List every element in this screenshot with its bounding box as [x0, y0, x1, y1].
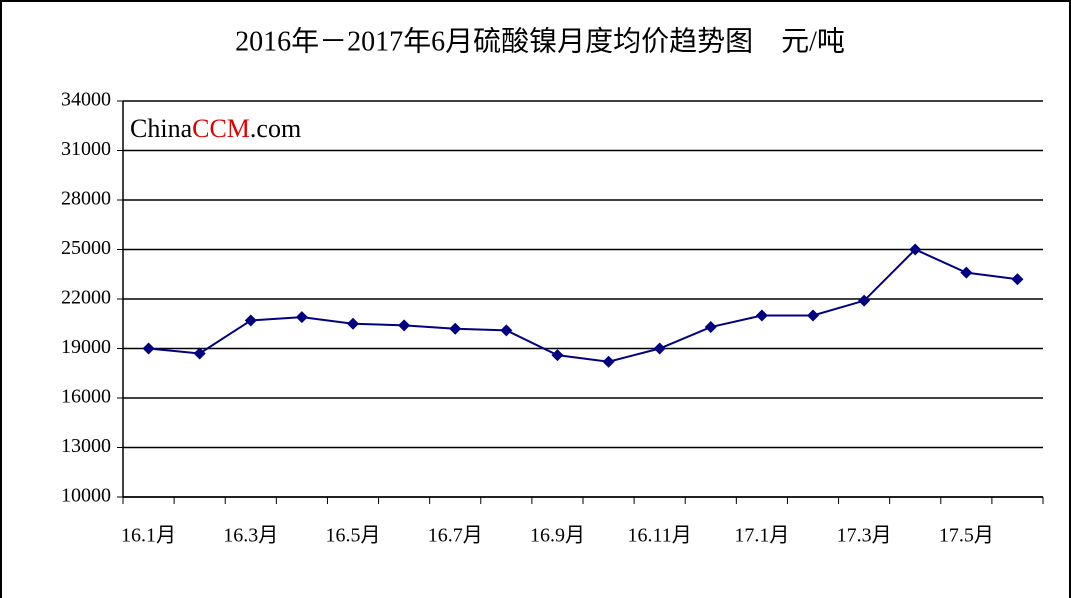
marker	[858, 294, 871, 307]
marker	[398, 319, 411, 332]
marker	[449, 322, 462, 335]
y-tick-label: 28000	[61, 188, 111, 210]
marker	[244, 314, 257, 327]
x-tick-label: 16.5月	[326, 525, 381, 547]
marker	[1011, 273, 1024, 286]
x-tick-label: 16.1月	[121, 525, 176, 547]
y-tick-label: 10000	[61, 485, 111, 507]
x-tick-label: 17.3月	[837, 525, 892, 547]
marker	[909, 243, 922, 256]
x-tick-label: 16.11月	[628, 525, 692, 547]
watermark-part: .com	[250, 114, 301, 143]
watermark-part: China	[130, 114, 193, 143]
marker	[602, 355, 615, 368]
marker	[704, 321, 717, 334]
marker	[551, 349, 564, 362]
marker	[807, 309, 819, 322]
marker	[500, 324, 513, 337]
y-tick-label: 19000	[61, 336, 111, 358]
y-tick-label: 22000	[61, 287, 111, 309]
chart-title: 2016年－2017年6月硫酸镍月度均价趋势图 元/吨	[235, 25, 845, 57]
y-tick-label: 25000	[61, 237, 111, 259]
watermark: ChinaCCM.com	[130, 114, 301, 143]
x-tick-label: 16.7月	[428, 525, 483, 547]
marker	[653, 342, 666, 355]
x-tick-label: 17.5月	[939, 525, 994, 547]
marker	[347, 317, 359, 330]
marker	[142, 342, 155, 355]
y-tick-label: 34000	[61, 89, 111, 111]
y-tick-label: 16000	[61, 386, 111, 408]
x-tick-label: 16.3月	[223, 525, 278, 547]
x-tick-label: 16.9月	[530, 525, 585, 547]
marker	[755, 309, 768, 322]
series-line	[148, 248, 1018, 363]
y-tick-label: 31000	[61, 138, 111, 160]
marker	[193, 347, 206, 360]
x-tick-label: 17.1月	[734, 525, 789, 547]
y-tick-label: 13000	[61, 435, 111, 457]
marker	[960, 266, 973, 279]
watermark-part: CCM	[192, 114, 250, 143]
marker	[295, 311, 308, 324]
